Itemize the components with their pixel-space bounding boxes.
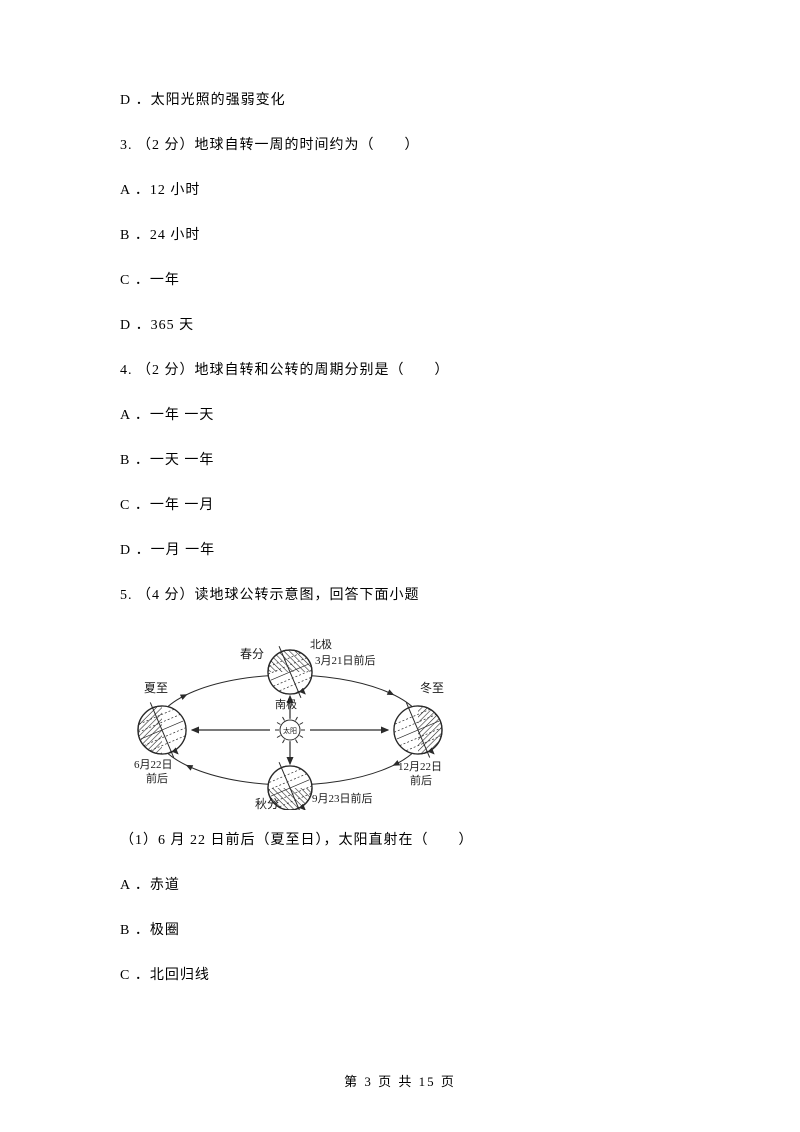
page-footer: 第 3 页 共 15 页 bbox=[0, 1071, 800, 1090]
q5-option-c: C ．北回归线 bbox=[120, 965, 690, 986]
svg-text:9月23日前后: 9月23日前后 bbox=[312, 791, 373, 805]
svg-text:前后: 前后 bbox=[410, 773, 432, 787]
q3-option-c: C ．一年 bbox=[120, 270, 690, 291]
q4-option-a: A ．一年 一天 bbox=[120, 405, 690, 426]
q4-option-b: B ．一天 一年 bbox=[120, 450, 690, 471]
svg-text:6月22日: 6月22日 bbox=[134, 759, 173, 771]
q4-option-d: D ．一月 一年 bbox=[120, 540, 690, 561]
svg-text:12月22日: 12月22日 bbox=[398, 761, 442, 773]
q3-option-a: A ．12 小时 bbox=[120, 180, 690, 201]
svg-text:北极: 北极 bbox=[310, 637, 332, 651]
svg-text:夏至: 夏至 bbox=[144, 681, 168, 695]
svg-text:南极: 南极 bbox=[275, 697, 297, 711]
q5-sub1: （1）6 月 22 日前后（夏至日），太阳直射在（ ） bbox=[120, 830, 690, 851]
q5-option-b: B ．极圈 bbox=[120, 920, 690, 941]
q3-option-d: D ．365 天 bbox=[120, 315, 690, 336]
svg-text:前后: 前后 bbox=[146, 771, 168, 785]
q4-stem: 4. （2 分）地球自转和公转的周期分别是（ ） bbox=[120, 360, 690, 381]
orbit-svg: 太阳春分北极南极3月21日前后夏至6月22日前后秋分9月23日前后冬至12月22… bbox=[120, 630, 460, 810]
svg-text:春分: 春分 bbox=[240, 647, 264, 661]
orbit-diagram: 太阳春分北极南极3月21日前后夏至6月22日前后秋分9月23日前后冬至12月22… bbox=[120, 630, 690, 810]
q5-stem: 5. （4 分）读地球公转示意图，回答下面小题 bbox=[120, 585, 690, 606]
q3-option-b: B ．24 小时 bbox=[120, 225, 690, 246]
q3-stem: 3. （2 分）地球自转一周的时间约为（ ） bbox=[120, 135, 690, 156]
page-content: D ．太阳光照的强弱变化 3. （2 分）地球自转一周的时间约为（ ） A ．1… bbox=[0, 0, 800, 986]
svg-text:太阳: 太阳 bbox=[283, 726, 297, 735]
q4-option-c: C ．一年 一月 bbox=[120, 495, 690, 516]
q5-option-a: A ．赤道 bbox=[120, 875, 690, 896]
svg-text:秋分: 秋分 bbox=[255, 797, 279, 810]
svg-text:3月21日前后: 3月21日前后 bbox=[315, 653, 376, 667]
q2-option-d: D ．太阳光照的强弱变化 bbox=[120, 90, 690, 111]
svg-text:冬至: 冬至 bbox=[420, 680, 444, 695]
